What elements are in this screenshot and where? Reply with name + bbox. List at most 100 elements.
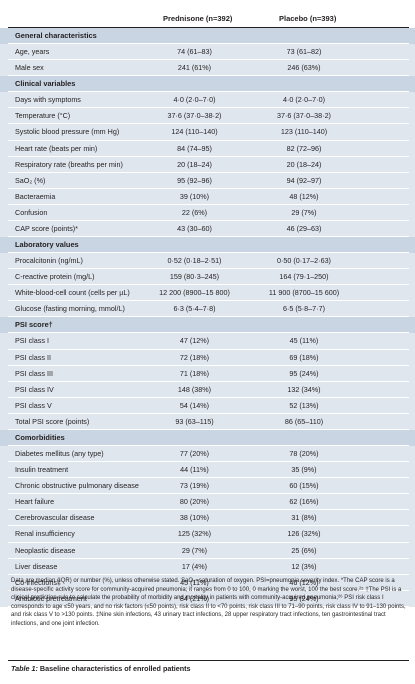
row-label: Days with symptoms: [15, 95, 81, 105]
row-divider: [8, 139, 409, 141]
section-header-row: Comorbidities: [0, 429, 415, 447]
table-row: Male sex 241 (61%) 246 (63%): [0, 60, 415, 77]
table-body: General characteristics Age, years 74 (61–…: [0, 28, 415, 607]
cell-placebo: 246 (63%): [287, 63, 321, 73]
table-caption: Table 1: Baseline characteristics of enr…: [11, 664, 191, 673]
section-header-row: Clinical variables: [0, 76, 415, 93]
table-row: Co-infections‡ 45 (11%) 46 (12%): [0, 575, 415, 591]
row-label: PSI class II: [15, 352, 51, 362]
row-label: Co-infections‡: [15, 577, 61, 587]
row-divider: [8, 236, 409, 238]
row-divider: [8, 412, 409, 414]
cell-placebo: 86 (65–110): [284, 416, 324, 426]
table-row: Respiratory rate (breaths per min) 20 (18…: [0, 157, 415, 173]
table-row: Heart rate (beats per min) 84 (74–95) 82 (…: [0, 141, 415, 157]
cell-placebo: 82 (72–96): [286, 143, 322, 153]
cell-placebo: 94 (92–97): [286, 175, 322, 185]
cell-placebo: 46 (12%): [289, 577, 319, 587]
cell-prednisone: 22 (6%): [181, 207, 208, 217]
cell-prednisone: 124 (110–140): [171, 127, 218, 137]
table-row: SaO₂ (%) 95 (92–96) 94 (92–97): [0, 173, 415, 189]
row-label: PSI class IV: [15, 384, 54, 394]
table-row: Total PSI score (points) 93 (63–115) 86 (6…: [0, 414, 415, 430]
row-divider: [8, 203, 409, 205]
row-divider: [8, 605, 409, 607]
row-label: Antibiotic pretreatment: [15, 593, 87, 603]
row-label: Neoplastic disease: [15, 545, 76, 555]
row-label: Procalcitonin (ng/mL): [15, 256, 83, 266]
table-row: Procalcitonin (ng/mL) 0·52 (0·18–2·51) 0·5…: [0, 253, 415, 270]
row-divider: [8, 268, 409, 270]
row-divider: [8, 300, 409, 302]
cell-placebo: 31 (8%): [291, 513, 317, 523]
row-divider: [8, 59, 409, 61]
table-row: Days with symptoms 4·0 (2·0–7·0) 4·0 (2·0–…: [0, 92, 415, 109]
row-divider: [8, 348, 409, 350]
cell-prednisone: 38 (10%): [179, 513, 210, 523]
cell-prednisone: 84 (21%): [179, 593, 210, 603]
cell-placebo: 12 (3%): [291, 561, 317, 571]
row-label: CAP score (points)*: [15, 223, 78, 233]
cell-prednisone: 0·52 (0·18–2·51): [167, 256, 222, 266]
table-row: Diabetes mellitus (any type) 77 (20%) 78 (…: [0, 446, 415, 463]
row-divider: [8, 589, 409, 591]
row-divider: [8, 332, 409, 334]
row-divider: [8, 316, 409, 318]
row-divider: [8, 219, 409, 221]
cell-prednisone: 84 (74–95): [177, 143, 212, 153]
cell-prednisone: 20 (18–24): [177, 159, 212, 169]
row-divider: [8, 123, 409, 125]
section-title: Clinical variables: [15, 79, 76, 89]
cell-prednisone: 71 (18%): [179, 368, 210, 378]
row-label: White-blood-cell count (cells per µL): [15, 288, 130, 298]
row-divider: [8, 445, 409, 447]
row-label: Age, years: [15, 47, 50, 57]
table-row: PSI class IV 148 (38%) 132 (34%): [0, 382, 415, 398]
row-divider: [8, 525, 409, 527]
cell-placebo: 52 (13%): [289, 400, 319, 410]
table-row: Liver disease 17 (4%) 12 (3%): [0, 559, 415, 575]
cell-prednisone: 4·0 (2·0–7·0): [173, 95, 216, 105]
row-label: SaO₂ (%): [15, 175, 46, 185]
row-label: Glucose (fasting morning, mmol/L): [15, 304, 125, 314]
table-row: Bacteraemia 39 (10%) 48 (12%): [0, 189, 415, 205]
row-divider: [8, 75, 409, 77]
row-divider: [8, 541, 409, 543]
section-title: General characteristics: [15, 31, 97, 40]
table-row: Neoplastic disease 29 (7%) 25 (6%): [0, 543, 415, 559]
cell-placebo: 35 (9%): [291, 465, 317, 475]
row-label: Bacteraemia: [15, 191, 56, 201]
cell-placebo: 20 (18–24): [286, 159, 322, 169]
cell-prednisone: 44 (11%): [180, 465, 209, 475]
row-divider: [8, 557, 409, 559]
row-label: Temperature (°C): [15, 111, 71, 121]
cell-placebo: 126 (32%): [287, 529, 321, 539]
row-divider: [8, 493, 409, 495]
row-divider: [8, 461, 409, 463]
cell-prednisone: 73 (19%): [179, 481, 210, 491]
row-divider: [8, 396, 409, 398]
cell-placebo: 46 (29–63): [286, 223, 322, 233]
cell-placebo: 69 (18%): [289, 352, 319, 362]
row-label: Renal insufficiency: [15, 529, 75, 539]
cell-prednisone: 54 (14%): [179, 400, 210, 410]
row-label: Heart failure: [15, 497, 55, 507]
cell-placebo: 164 (79·1–250): [279, 272, 329, 282]
row-label: PSI class V: [15, 400, 52, 410]
table-row: Systolic blood pressure (mm Hg) 124 (110–…: [0, 124, 415, 141]
row-label: Confusion: [15, 207, 48, 217]
column-header-prednisone: Prednisone (n=392): [163, 14, 233, 23]
cell-prednisone: 148 (38%): [177, 384, 212, 394]
table-row: Insulin treatment 44 (11%) 35 (9%): [0, 462, 415, 479]
row-label: Chronic obstructive pulmonary disease: [15, 481, 139, 491]
table-row: CAP score (points)* 43 (30–60) 46 (29–63): [0, 221, 415, 238]
cell-prednisone: 74 (61–83): [177, 47, 212, 57]
cell-placebo: 123 (110–140): [280, 127, 328, 137]
cell-prednisone: 93 (63–115): [175, 416, 214, 426]
table-row: C-reactive protein (mg/L) 159 (80·3–245) 1…: [0, 269, 415, 286]
cell-placebo: 62 (16%): [289, 497, 319, 507]
column-header-placebo: Placebo (n=393): [279, 14, 337, 23]
cell-prednisone: 241 (61%): [177, 63, 212, 73]
cell-placebo: 48 (12%): [289, 191, 319, 201]
